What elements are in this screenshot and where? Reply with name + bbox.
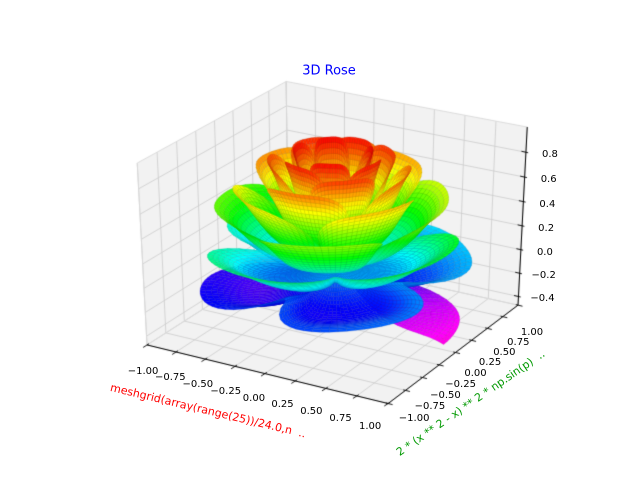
z-tick-label: 0.2 [538, 222, 555, 234]
x-tick-label: −0.75 [154, 372, 186, 384]
z-tick-label: −0.4 [530, 293, 555, 305]
x-tick-label: 1.00 [358, 420, 382, 432]
y-tick-label: 0.25 [478, 357, 502, 369]
plot-title: 3D Rose [302, 63, 356, 79]
y-tick-label: −0.50 [430, 389, 461, 401]
y-tick-label: 1.00 [520, 327, 544, 339]
y-tick-label: −0.25 [445, 378, 476, 390]
x-tick-label: 0.25 [271, 399, 294, 411]
y-tick-label: −1.00 [398, 412, 430, 424]
y-tick-label: 0.00 [464, 368, 487, 379]
x-tick-label: −0.50 [182, 379, 214, 391]
x-tick-label: −1.00 [127, 365, 159, 377]
z-tick-label: 0.8 [541, 149, 558, 161]
x-tick-label: 0.00 [242, 392, 266, 404]
x-tick-label: 0.50 [300, 406, 323, 418]
y-tick-label: 0.50 [493, 347, 516, 359]
z-tick-label: 0.0 [536, 246, 553, 258]
x-tick-label: 0.75 [329, 413, 352, 425]
y-tick-label: 0.75 [507, 337, 530, 349]
y-tick-label: −0.75 [414, 401, 446, 413]
z-tick-label: 0.4 [539, 198, 556, 210]
z-tick-label: 0.6 [540, 174, 557, 186]
z-tick-label: −0.2 [531, 270, 556, 282]
x-tick-label: −0.25 [210, 385, 242, 397]
